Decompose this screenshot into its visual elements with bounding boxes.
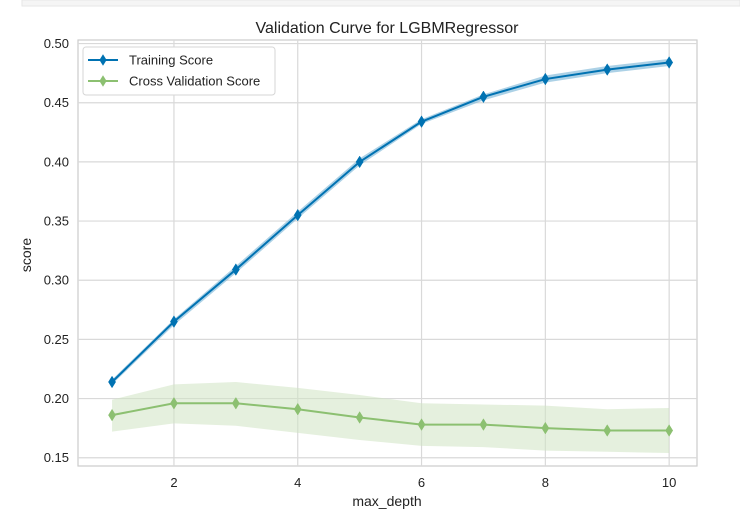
training-score-line bbox=[111, 61, 670, 383]
tick-layer: 0.15 0.20 0.25 0.30 0.35 0.40 0.45 0.50 2 4 6 8 10 bbox=[44, 36, 677, 490]
y-tick-label: 0.30 bbox=[44, 273, 69, 288]
y-axis-label: score bbox=[18, 238, 34, 272]
x-tick-label: 10 bbox=[662, 475, 676, 490]
cv-score-point bbox=[293, 402, 302, 416]
x-axis-label: max_depth bbox=[352, 493, 421, 509]
training-score-point bbox=[665, 56, 674, 69]
training-score-point bbox=[603, 63, 612, 76]
y-tick-label: 0.15 bbox=[44, 450, 69, 465]
cv-score-point bbox=[665, 424, 674, 437]
top-panel-strip bbox=[21, 0, 740, 7]
cv-score-point bbox=[108, 408, 116, 422]
legend-label-cv: Cross Validation Score bbox=[129, 74, 260, 89]
x-tick-label: 6 bbox=[418, 475, 425, 490]
y-tick-label: 0.20 bbox=[44, 391, 69, 406]
training-score-point bbox=[108, 375, 116, 389]
cv-score-band bbox=[112, 381, 670, 453]
legend-marker-training bbox=[99, 54, 107, 66]
y-tick-label: 0.25 bbox=[44, 332, 69, 347]
legend: Training Score Cross Validation Score bbox=[82, 46, 276, 96]
training-score-point bbox=[417, 115, 426, 128]
cv-score-point bbox=[541, 421, 550, 435]
cv-score-point bbox=[417, 418, 426, 431]
cv-score-line bbox=[111, 402, 670, 432]
cv-score-point bbox=[355, 411, 364, 424]
chart-title: Validation Curve for LGBMRegressor bbox=[256, 20, 520, 37]
line-layer bbox=[111, 61, 670, 432]
x-tick-label: 8 bbox=[542, 475, 549, 490]
marker-layer bbox=[108, 56, 674, 437]
training-score-point bbox=[293, 208, 302, 222]
cv-score-point bbox=[231, 397, 240, 410]
training-score-point bbox=[231, 263, 240, 276]
training-score-point bbox=[479, 90, 488, 104]
y-tick-label: 0.50 bbox=[44, 36, 69, 51]
band-layer bbox=[112, 58, 670, 453]
training-score-point bbox=[170, 315, 178, 328]
cv-score-point bbox=[603, 424, 612, 437]
training-score-point bbox=[355, 155, 364, 169]
legend-box bbox=[82, 46, 276, 96]
x-tick-label: 2 bbox=[170, 475, 177, 490]
training-score-point bbox=[541, 72, 550, 86]
legend-label-training: Training Score bbox=[129, 53, 213, 68]
x-tick-label: 4 bbox=[294, 475, 301, 490]
y-tick-label: 0.40 bbox=[44, 154, 69, 169]
cv-score-point bbox=[479, 418, 488, 431]
legend-marker-cv bbox=[99, 75, 107, 87]
cv-score-point bbox=[170, 397, 178, 410]
y-tick-label: 0.45 bbox=[44, 95, 69, 110]
y-tick-label: 0.35 bbox=[44, 214, 69, 229]
